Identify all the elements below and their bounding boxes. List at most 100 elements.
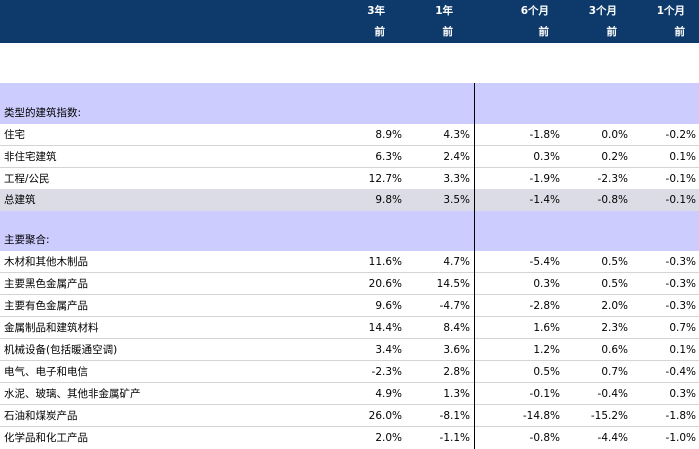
row-label: 非住宅建筑 [4, 151, 57, 163]
cell-6m: 1.6% [533, 322, 560, 334]
cell-6m: 1.2% [533, 344, 560, 356]
section-header-construction-index: 类型的建筑指数: [0, 83, 699, 124]
cell-3y: 20.6% [368, 278, 402, 290]
table-row: 住宅 8.9% 4.3% -1.8% 0.0% -0.2% [0, 124, 699, 146]
cell-1y: 2.8% [443, 366, 470, 378]
table-row: 主要有色金属产品 9.6% -4.7% -2.8% 2.0% -0.3% [0, 295, 699, 317]
table-header-row-2: 前 前 前 前 前 [0, 22, 699, 43]
cell-1m: 0.1% [669, 151, 696, 163]
row-label: 石油和煤炭产品 [4, 410, 78, 422]
cell-3m: 2.3% [601, 322, 628, 334]
cell-1m: 0.1% [669, 344, 696, 356]
cell-6m: -0.8% [529, 432, 560, 444]
cell-1m: 0.7% [669, 322, 696, 334]
cell-6m: -5.4% [529, 256, 560, 268]
cell-1y: -1.1% [439, 432, 470, 444]
table-header-row-1: 3年 1年 6个月 3个月 1个月 [0, 0, 699, 22]
cell-1y: 8.4% [443, 322, 470, 334]
col-header-3y: 3年 [367, 5, 385, 17]
cell-1m: 0.3% [669, 388, 696, 400]
row-label: 总建筑 [4, 194, 36, 206]
table-row: 工程/公民 12.7% 3.3% -1.9% -2.3% -0.1% [0, 168, 699, 190]
col-header-3m: 3个月 [588, 5, 617, 17]
cell-3y: 2.0% [375, 432, 402, 444]
cell-1m: -0.2% [665, 129, 696, 141]
col-header-1m: 1个月 [656, 5, 685, 17]
row-label: 水泥、玻璃、其他非金属矿产 [4, 388, 141, 400]
row-label: 机械设备(包括暖通空调) [4, 344, 118, 356]
cell-3y: 26.0% [368, 410, 402, 422]
col-header-3m-sub: 前 [606, 26, 618, 38]
cell-3m: -4.4% [597, 432, 628, 444]
cell-1m: -0.3% [665, 300, 696, 312]
cell-1y: -8.1% [439, 410, 470, 422]
cell-1y: 1.3% [443, 388, 470, 400]
cell-6m: -14.8% [522, 410, 560, 422]
table-row: 石油和煤炭产品 26.0% -8.1% -14.8% -15.2% -1.8% [0, 405, 699, 427]
cell-6m: 0.3% [533, 151, 560, 163]
row-label: 主要黑色金属产品 [4, 278, 88, 290]
section-header-major-aggregates: 主要聚合: [0, 211, 699, 251]
cell-3m: 0.2% [601, 151, 628, 163]
table-row: 电气、电子和电信 -2.3% 2.8% 0.5% 0.7% -0.4% [0, 361, 699, 383]
col-header-1m-sub: 前 [674, 26, 686, 38]
cell-1y: 2.4% [443, 151, 470, 163]
cell-1y: 3.5% [443, 194, 470, 206]
cell-3m: -2.3% [597, 173, 628, 185]
col-header-3y-sub: 前 [374, 26, 386, 38]
table-row: 非住宅建筑 6.3% 2.4% 0.3% 0.2% 0.1% [0, 146, 699, 168]
cell-1y: 4.3% [443, 129, 470, 141]
cell-3m: -0.4% [597, 388, 628, 400]
cell-3y: -2.3% [371, 366, 402, 378]
row-label: 住宅 [4, 129, 25, 141]
section-title: 主要聚合: [4, 234, 50, 246]
cell-3y: 3.4% [375, 344, 402, 356]
col-header-6m-sub: 前 [538, 26, 550, 38]
cell-3y: 14.4% [368, 322, 402, 334]
cell-6m: -0.1% [529, 388, 560, 400]
section-title: 类型的建筑指数: [4, 107, 82, 119]
cell-6m: -1.8% [529, 129, 560, 141]
table-row: 主要黑色金属产品 20.6% 14.5% 0.3% 0.5% -0.3% [0, 273, 699, 295]
table-row-total: 总建筑 9.8% 3.5% -1.4% -0.8% -0.1% [0, 189, 699, 211]
cell-1y: 4.7% [443, 256, 470, 268]
table-row: 金属制品和建筑材料 14.4% 8.4% 1.6% 2.3% 0.7% [0, 317, 699, 339]
cell-3m: -0.8% [597, 194, 628, 206]
cell-3m: 0.7% [601, 366, 628, 378]
cell-1m: -0.3% [665, 278, 696, 290]
row-label: 木材和其他木制品 [4, 256, 88, 268]
cell-6m: 0.5% [533, 366, 560, 378]
cell-3y: 9.6% [375, 300, 402, 312]
cell-3y: 4.9% [375, 388, 402, 400]
cell-6m: -1.4% [529, 194, 560, 206]
col-header-1y: 1年 [435, 5, 453, 17]
cell-3m: 0.5% [601, 256, 628, 268]
cell-1m: -0.1% [665, 194, 696, 206]
cell-3m: -15.2% [590, 410, 628, 422]
cell-3m: 2.0% [601, 300, 628, 312]
row-label: 化学品和化工产品 [4, 432, 88, 444]
row-label: 工程/公民 [4, 173, 50, 185]
table-row: 木材和其他木制品 11.6% 4.7% -5.4% 0.5% -0.3% [0, 251, 699, 273]
row-label: 主要有色金属产品 [4, 300, 88, 312]
row-label: 金属制品和建筑材料 [4, 322, 99, 334]
cell-1m: -0.3% [665, 256, 696, 268]
col-header-6m: 6个月 [520, 5, 549, 17]
cell-1y: 3.6% [443, 344, 470, 356]
cell-3m: 0.5% [601, 278, 628, 290]
cell-6m: -2.8% [529, 300, 560, 312]
cell-1y: 3.3% [443, 173, 470, 185]
table-row: 机械设备(包括暖通空调) 3.4% 3.6% 1.2% 0.6% 0.1% [0, 339, 699, 361]
table-row: 水泥、玻璃、其他非金属矿产 4.9% 1.3% -0.1% -0.4% 0.3% [0, 383, 699, 405]
cell-3y: 6.3% [375, 151, 402, 163]
cell-1m: -1.0% [665, 432, 696, 444]
cell-3m: 0.6% [601, 344, 628, 356]
cell-3m: 0.0% [601, 129, 628, 141]
cell-3y: 11.6% [368, 256, 402, 268]
table-row: 化学品和化工产品 2.0% -1.1% -0.8% -4.4% -1.0% [0, 427, 699, 449]
cell-3y: 8.9% [375, 129, 402, 141]
col-header-1y-sub: 前 [442, 26, 454, 38]
cell-1m: -0.4% [665, 366, 696, 378]
column-divider [474, 83, 475, 449]
cell-3y: 9.8% [375, 194, 402, 206]
